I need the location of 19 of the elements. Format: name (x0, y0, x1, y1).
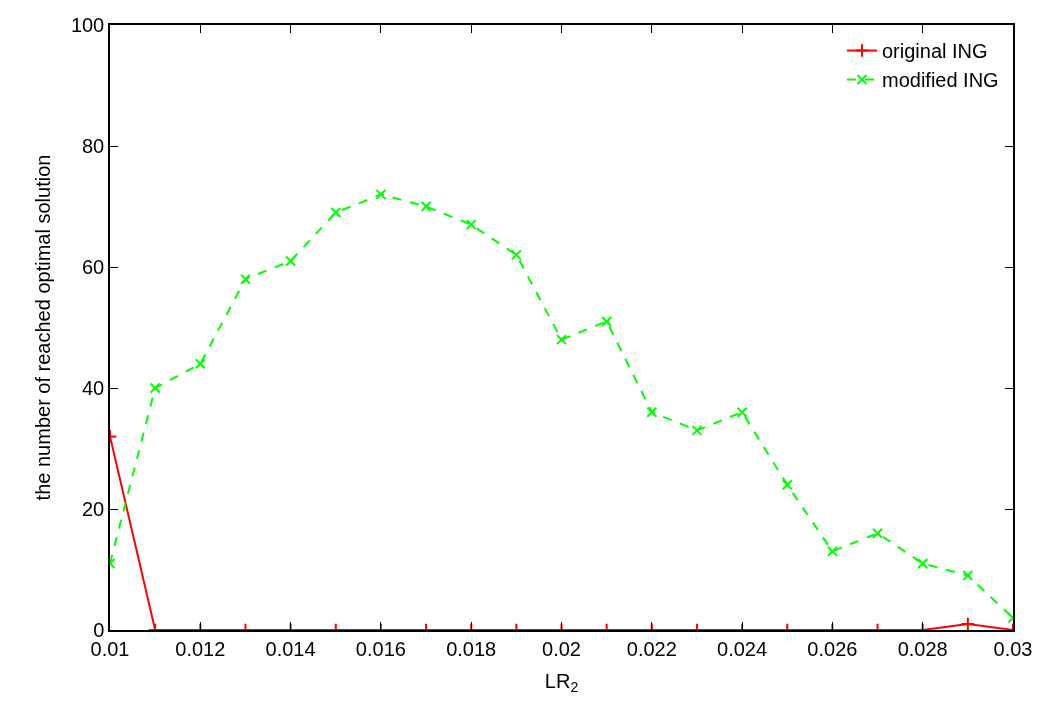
y-tick-label: 100 (70, 14, 105, 36)
y-tick-label: 20 (82, 498, 105, 520)
x-tick-label: 0.02 (542, 637, 581, 660)
x-tick-label: 0.016 (355, 637, 406, 660)
x-tick-label: 0.012 (175, 637, 226, 660)
y-axis-title: the number of reached optimal solution (31, 154, 54, 501)
y-tick-label: 40 (82, 377, 105, 399)
y-tick-label: 60 (82, 256, 105, 278)
legend-label: modified ING (881, 69, 999, 92)
x-tick-label: 0.03 (993, 637, 1033, 660)
x-axis-title: LR$_{2}$ (544, 669, 579, 695)
x-tick-label: 0.028 (897, 637, 948, 660)
y-tick-label: 80 (82, 135, 105, 157)
x-tick-label: 0.018 (446, 637, 497, 660)
x-tick-label: 0.022 (626, 637, 677, 660)
x-tick-label: 0.024 (717, 637, 768, 660)
legend-label: original ING (881, 40, 988, 63)
x-tick-label: 0.014 (265, 637, 316, 660)
x-tick-label: 0.026 (807, 637, 858, 660)
